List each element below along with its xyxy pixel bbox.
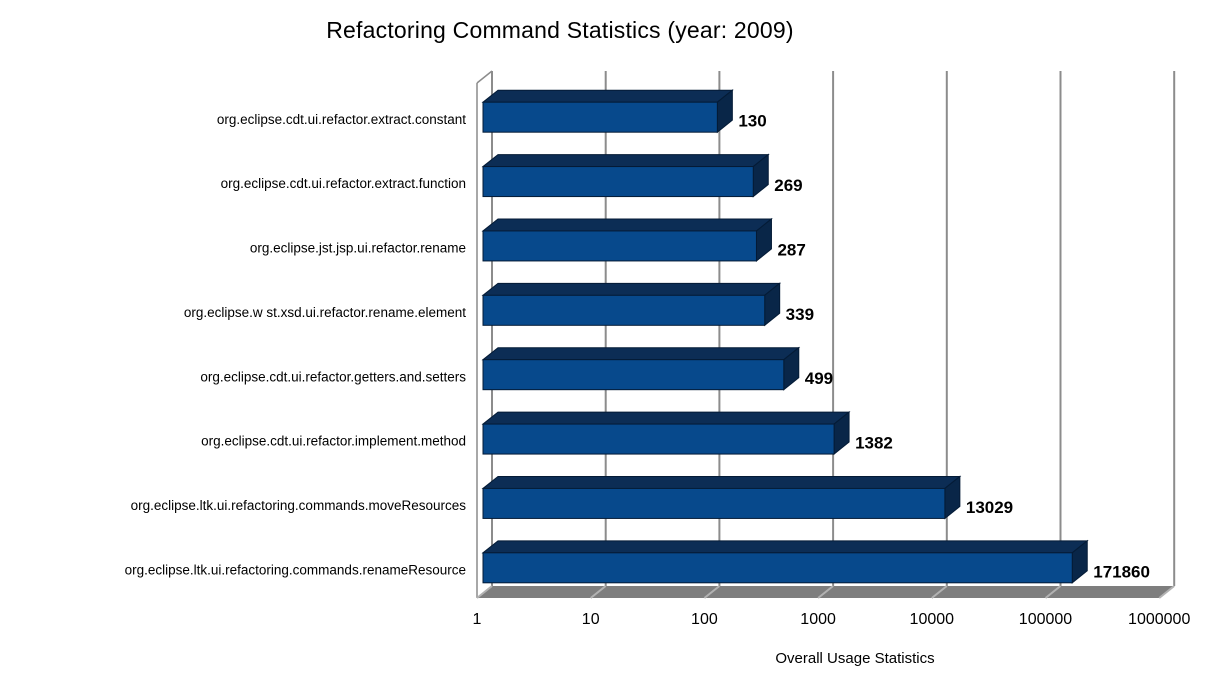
bar-top-face: [481, 411, 851, 425]
x-tick-label: 10: [582, 611, 600, 628]
bar-top-face: [481, 89, 734, 103]
bar-top-face: [481, 282, 782, 296]
category-label: org.eclipse.ltk.ui.refactoring.commands.…: [125, 562, 466, 577]
bar-front-face: [482, 101, 718, 133]
left-wall-top-edge: [476, 70, 493, 84]
bar-top-face: [481, 540, 1089, 554]
bar-top-face: [481, 218, 773, 232]
x-axis-title: Overall Usage Statistics: [775, 650, 935, 667]
x-tick-label: 1000: [800, 611, 836, 628]
category-label: org.eclipse.jst.jsp.ui.refactor.rename: [250, 241, 466, 256]
floor-gridline: [1044, 585, 1062, 599]
bar-value-label: 269: [774, 176, 802, 195]
bar-value-label: 287: [777, 240, 805, 259]
category-label: org.eclipse.ltk.ui.refactoring.commands.…: [131, 498, 467, 513]
floor-gridline: [931, 585, 948, 599]
x-tick-label: 1: [473, 611, 482, 628]
x-tick-label: 100: [691, 611, 718, 628]
bar-front-face: [482, 166, 754, 198]
bar-value-label: 339: [786, 305, 814, 324]
bar-front-face: [482, 487, 946, 519]
bar-value-label: 171860: [1093, 562, 1150, 581]
bar-top-face: [481, 347, 801, 361]
floor-gridline: [703, 585, 721, 599]
bar-value-label: 1382: [855, 434, 893, 453]
bar-top-face: [481, 475, 962, 489]
floor-gridline: [1158, 585, 1175, 599]
bar-value-label: 13029: [966, 498, 1013, 517]
category-label: org.eclipse.cdt.ui.refactor.extract.cons…: [217, 112, 466, 127]
category-label: org.eclipse.cdt.ui.refactor.getters.and.…: [200, 369, 466, 384]
category-label: org.eclipse.w st.xsd.ui.refactor.rename.…: [184, 305, 466, 320]
x-tick-label: 1000000: [1128, 611, 1190, 628]
bar-front-face: [482, 359, 785, 391]
bar-value-label: 499: [805, 369, 833, 388]
x-tick-label: 10000: [910, 611, 955, 628]
bar-value-label: 130: [738, 112, 766, 131]
bar-top-face: [481, 154, 770, 168]
floor-gridline: [590, 585, 607, 599]
bar-front-face: [482, 230, 757, 262]
bar-front-face: [482, 423, 835, 455]
floor-gridline: [817, 585, 834, 599]
chart-title: Refactoring Command Statistics (year: 20…: [326, 17, 794, 43]
bar-front-face: [482, 294, 766, 326]
category-label: org.eclipse.cdt.ui.refactor.implement.me…: [201, 434, 466, 449]
x-tick-label: 100000: [1019, 611, 1072, 628]
category-label: org.eclipse.cdt.ui.refactor.extract.func…: [221, 176, 466, 191]
floor-gridline: [476, 585, 493, 599]
bar-front-face: [482, 552, 1073, 584]
